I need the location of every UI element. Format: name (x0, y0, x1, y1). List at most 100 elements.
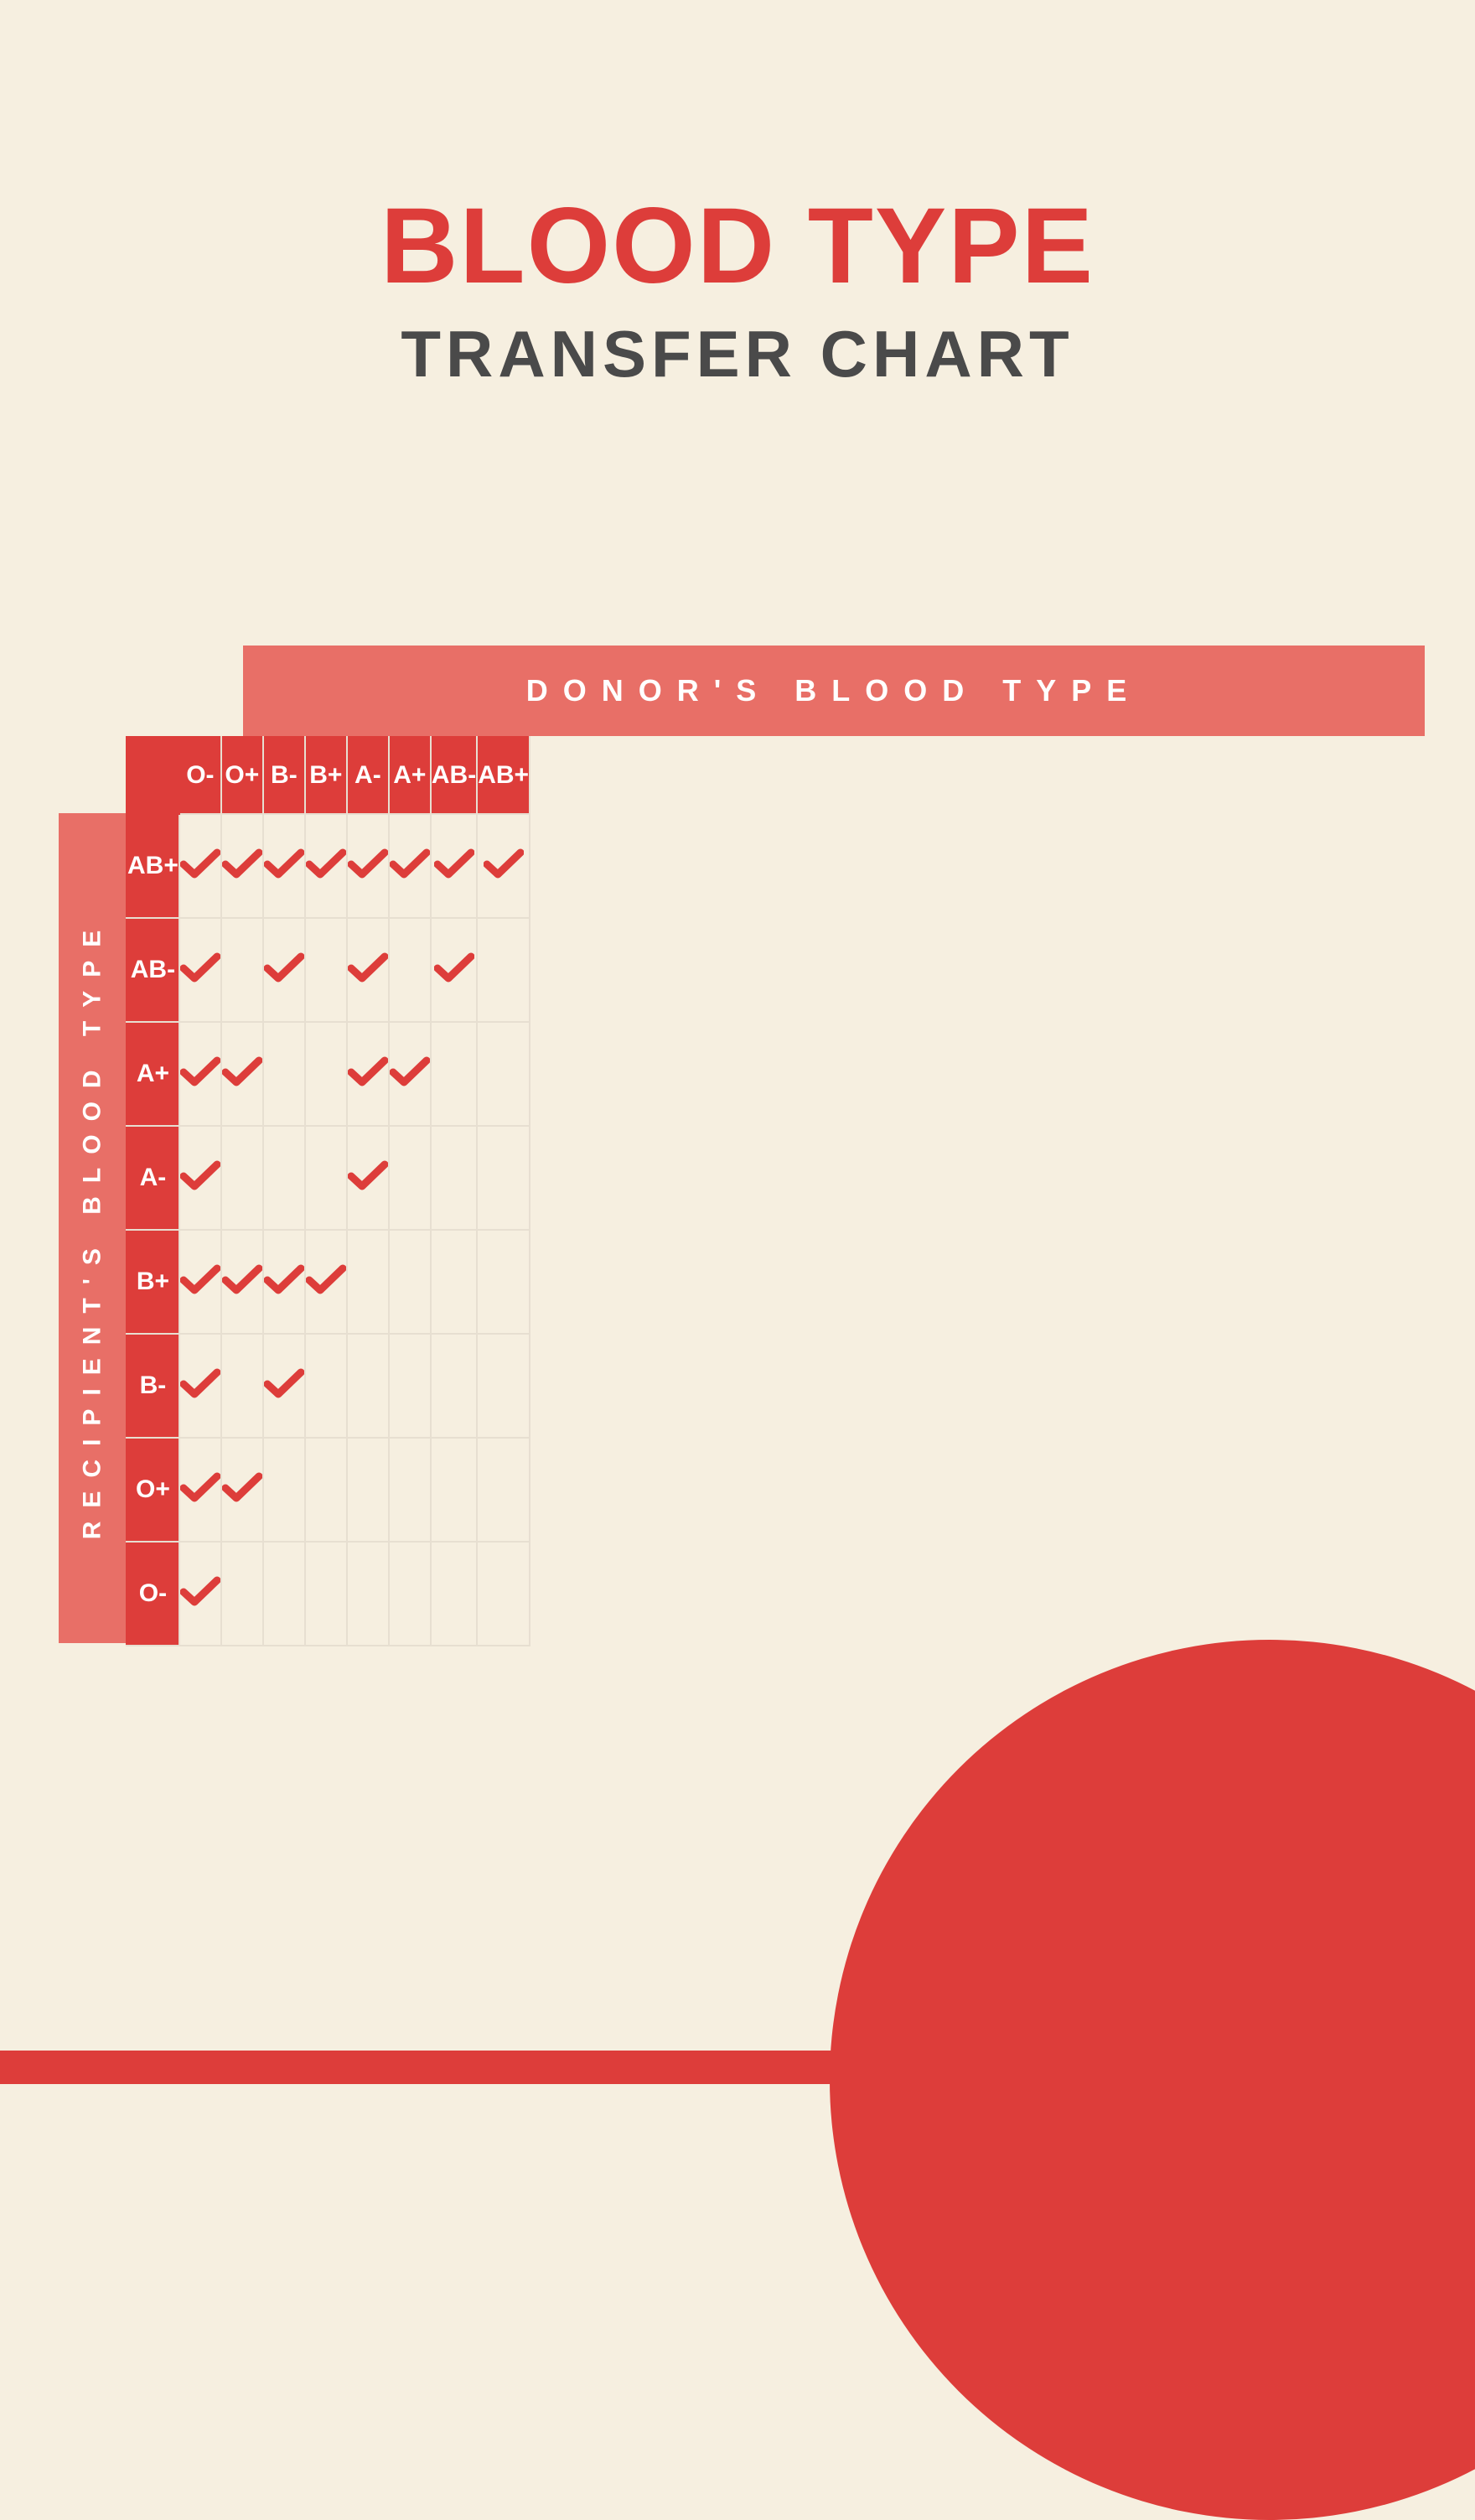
compatibility-cell (347, 814, 389, 918)
compatibility-cell (179, 1438, 221, 1542)
check-icon (180, 1389, 220, 1403)
check-icon (222, 1493, 262, 1507)
recipient-header: B+ (127, 1230, 179, 1334)
recipient-axis-label: RECIPIENT'S BLOOD TYPE (78, 917, 106, 1540)
compatibility-cell (431, 1334, 477, 1438)
donor-header: AB- (431, 737, 477, 814)
check-icon (222, 1077, 262, 1091)
check-icon (348, 1181, 388, 1195)
donor-header: A- (347, 737, 389, 814)
check-icon (348, 1077, 388, 1091)
compatibility-cell (389, 1126, 431, 1230)
check-icon (180, 1285, 220, 1299)
check-icon (306, 869, 346, 884)
recipient-header: AB+ (127, 814, 179, 918)
check-icon (264, 973, 304, 988)
compatibility-cell (389, 814, 431, 918)
compatibility-cell (179, 1542, 221, 1646)
compatibility-cell (305, 814, 347, 918)
check-icon (390, 869, 430, 884)
check-icon (180, 1493, 220, 1507)
donor-header: A+ (389, 737, 431, 814)
compatibility-cell (477, 1542, 530, 1646)
compatibility-cell (263, 1022, 305, 1126)
compatibility-cell (263, 1334, 305, 1438)
compatibility-cell (221, 1438, 263, 1542)
check-icon (264, 869, 304, 884)
check-icon (180, 973, 220, 988)
check-icon (264, 1389, 304, 1403)
compatibility-cell (477, 1022, 530, 1126)
compatibility-cell (305, 918, 347, 1022)
compatibility-cell (477, 1126, 530, 1230)
compatibility-cell (389, 1438, 431, 1542)
compatibility-cell (263, 814, 305, 918)
decorative-bottom-bar (0, 2051, 1475, 2084)
check-icon (434, 973, 474, 988)
recipient-header: O+ (127, 1438, 179, 1542)
compatibility-cell (221, 1230, 263, 1334)
compatibility-cell (179, 814, 221, 918)
compatibility-cell (305, 1126, 347, 1230)
compatibility-cell (179, 918, 221, 1022)
blood-type-table: O-O+B-B+A-A+AB-AB+AB+AB-A+A-B+B-O+O- (126, 736, 530, 1646)
compatibility-cell (477, 1334, 530, 1438)
compatibility-cell (431, 1542, 477, 1646)
compatibility-cell (477, 814, 530, 918)
compatibility-cell (347, 1022, 389, 1126)
compatibility-cell (221, 1022, 263, 1126)
compatibility-cell (221, 814, 263, 918)
check-icon (390, 1077, 430, 1091)
recipient-header: O- (127, 1542, 179, 1646)
compatibility-cell (221, 918, 263, 1022)
compatibility-cell (431, 814, 477, 918)
compatibility-cell (347, 918, 389, 1022)
recipient-axis-sidebar: RECIPIENT'S BLOOD TYPE (59, 813, 126, 1643)
check-icon (222, 1285, 262, 1299)
compatibility-cell (389, 1542, 431, 1646)
compatibility-cell (263, 1542, 305, 1646)
compatibility-cell (305, 1334, 347, 1438)
check-icon (180, 1077, 220, 1091)
compatibility-cell (263, 1230, 305, 1334)
compatibility-cell (431, 918, 477, 1022)
check-icon (306, 1285, 346, 1299)
compatibility-cell (347, 1438, 389, 1542)
check-icon (348, 869, 388, 884)
compatibility-cell (431, 1126, 477, 1230)
compatibility-cell (179, 1230, 221, 1334)
compatibility-cell (431, 1438, 477, 1542)
check-icon (180, 869, 220, 884)
compatibility-cell (263, 1126, 305, 1230)
check-icon (348, 973, 388, 988)
recipient-header: A+ (127, 1022, 179, 1126)
check-icon (180, 1597, 220, 1611)
donor-axis-label: DONOR'S BLOOD TYPE (526, 673, 1142, 708)
page-title: BLOOD TYPE TRANSFER CHART (0, 0, 1475, 392)
compatibility-cell (389, 1334, 431, 1438)
compatibility-cell (305, 1542, 347, 1646)
compatibility-cell (347, 1334, 389, 1438)
compatibility-cell (347, 1230, 389, 1334)
compatibility-cell (347, 1126, 389, 1230)
compatibility-cell (431, 1022, 477, 1126)
recipient-header: B- (127, 1334, 179, 1438)
check-icon (264, 1285, 304, 1299)
compatibility-cell (305, 1022, 347, 1126)
title-sub: TRANSFER CHART (0, 316, 1475, 392)
compatibility-cell (389, 1022, 431, 1126)
recipient-header: AB- (127, 918, 179, 1022)
compatibility-cell (347, 1542, 389, 1646)
check-icon (484, 869, 524, 884)
compatibility-cell (179, 1022, 221, 1126)
compatibility-cell (263, 1438, 305, 1542)
donor-header: B- (263, 737, 305, 814)
compatibility-cell (477, 1230, 530, 1334)
compatibility-cell (431, 1230, 477, 1334)
title-main: BLOOD TYPE (0, 184, 1475, 308)
compatibility-cell (477, 1438, 530, 1542)
compatibility-cell (221, 1126, 263, 1230)
recipient-header: A- (127, 1126, 179, 1230)
compatibility-cell (477, 918, 530, 1022)
compatibility-cell (179, 1126, 221, 1230)
